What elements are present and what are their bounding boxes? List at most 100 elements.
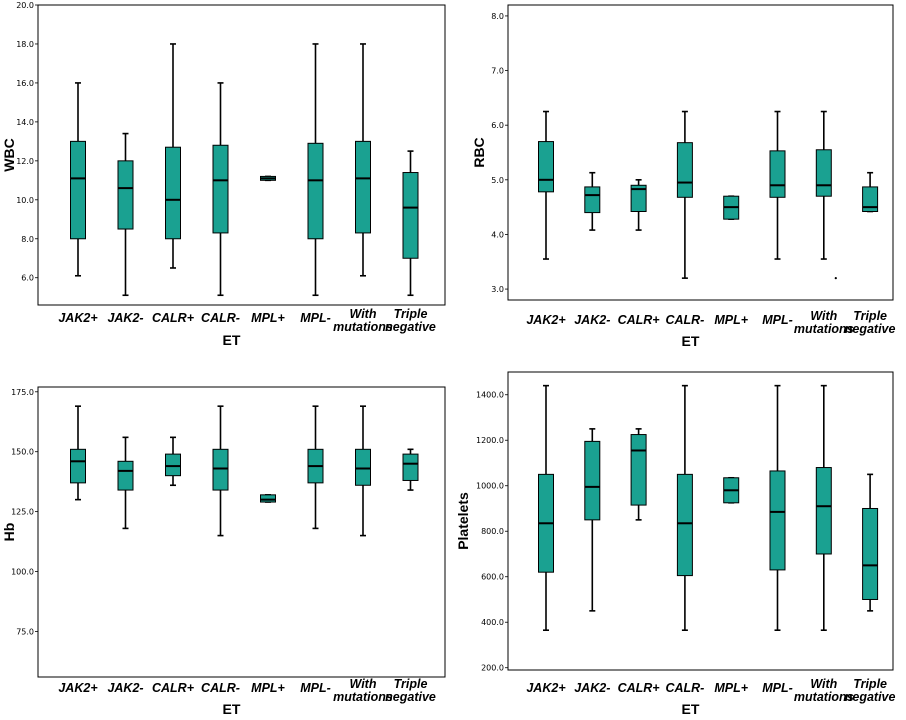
category-label: MPL- [300, 311, 331, 325]
category-label-line: negative [385, 320, 436, 334]
box [769, 150, 786, 198]
category-label: CALR+ [618, 681, 661, 695]
box [355, 448, 371, 486]
box [815, 149, 832, 197]
category-label: CALR- [201, 681, 240, 695]
box [584, 440, 601, 521]
category-label-line: Triple [394, 677, 428, 691]
box [117, 160, 134, 230]
category-label: With mutations [794, 677, 854, 704]
x-axis-label: ET [682, 333, 700, 349]
box [260, 494, 276, 503]
category-label-line: Triple [853, 677, 887, 691]
category-label: MPL+ [251, 681, 285, 695]
box [212, 448, 229, 491]
box [630, 184, 647, 212]
category-label: CALR+ [152, 681, 195, 695]
category-label: Triple negative [385, 677, 436, 704]
y-axis-label: RBC [471, 137, 487, 167]
y-tick-label: 16.0 [16, 79, 34, 88]
box [676, 473, 693, 577]
box [165, 453, 181, 477]
box [165, 146, 181, 240]
box [862, 507, 879, 600]
box [402, 172, 419, 259]
y-tick-label: 100.0 [11, 568, 34, 577]
category-label-line: negative [845, 322, 896, 336]
box [355, 140, 371, 234]
box [402, 453, 419, 481]
y-tick-label: 1200.0 [476, 436, 504, 445]
category-label: JAK2- [574, 681, 610, 695]
category-label: JAK2+ [58, 311, 98, 325]
plot-frame [37, 386, 446, 678]
y-axis-label: Platelets [455, 492, 471, 550]
box [862, 186, 879, 213]
category-label-line: mutations [333, 690, 393, 704]
y-tick-label: 14.0 [16, 118, 34, 127]
category-label-line: negative [385, 690, 436, 704]
box [676, 142, 693, 198]
category-label-line: mutations [794, 322, 854, 336]
box [769, 470, 786, 571]
y-tick-label: 200.0 [481, 664, 504, 673]
category-label: JAK2+ [526, 313, 566, 327]
y-tick-label: 400.0 [481, 618, 504, 627]
y-axis-label: Hb [1, 523, 17, 542]
y-tick-label: 800.0 [481, 527, 504, 536]
category-label-line: With [350, 677, 377, 691]
box [630, 434, 647, 506]
box [70, 140, 86, 240]
category-label: MPL- [762, 313, 793, 327]
y-tick-label: 1000.0 [476, 482, 504, 491]
category-label: JAK2+ [526, 681, 566, 695]
category-label-line: negative [845, 690, 896, 704]
category-label: JAK2- [107, 681, 143, 695]
y-tick-label: 10.0 [16, 196, 34, 205]
category-label: CALR- [201, 311, 240, 325]
category-label: MPL- [762, 681, 793, 695]
y-tick-label: 175.0 [11, 388, 34, 397]
category-label-line: With [810, 309, 837, 323]
category-label: Triple negative [845, 677, 896, 704]
category-label: MPL+ [714, 313, 748, 327]
x-axis-label: ET [682, 701, 700, 717]
plot-frame [507, 4, 894, 301]
category-label: JAK2- [107, 311, 143, 325]
y-tick-label: 6.0 [21, 274, 34, 283]
box [815, 467, 832, 555]
y-tick-label: 20.0 [16, 1, 34, 10]
y-tick-label: 75.0 [16, 627, 34, 636]
category-label: MPL+ [251, 311, 285, 325]
category-label: MPL- [300, 681, 331, 695]
box [307, 142, 324, 240]
y-tick-label: 3.0 [491, 285, 504, 294]
box [70, 448, 86, 484]
category-label: CALR- [665, 681, 704, 695]
y-tick-label: 8.0 [21, 235, 34, 244]
y-tick-label: 12.0 [16, 157, 34, 166]
plot-frame [37, 4, 446, 306]
category-label-line: mutations [794, 690, 854, 704]
chart-panel-3: 200.0 400.0 600.0 800.0 1000.0 1200.0 1400.0 Pl… [455, 371, 896, 717]
category-label-line: mutations [333, 320, 393, 334]
box [117, 460, 134, 491]
category-label: Triple negative [845, 309, 896, 336]
y-tick-label: 150.0 [11, 448, 34, 457]
y-tick-label: 5.0 [491, 176, 504, 185]
y-tick-label: 6.0 [491, 121, 504, 130]
outlier-point [834, 277, 837, 280]
plot-frame [507, 371, 894, 671]
category-label: Triple negative [385, 307, 436, 334]
y-tick-label: 8.0 [491, 12, 504, 21]
category-label: With mutations [794, 309, 854, 336]
y-tick-label: 7.0 [491, 67, 504, 76]
x-axis-label: ET [223, 701, 241, 717]
category-label: JAK2+ [58, 681, 98, 695]
chart-panel-1: 3.0 4.0 5.0 6.0 7.0 8.0 RBC JAK2+ JAK2- CALR+ CALR… [471, 4, 896, 349]
chart-panel-0: 6.0 8.0 10.0 12.0 14.0 16.0 18.0 20.0 WBC JAK2+ JA… [1, 1, 446, 348]
box [212, 144, 229, 234]
category-label-line: Triple [853, 309, 887, 323]
category-label: With mutations [333, 307, 393, 334]
